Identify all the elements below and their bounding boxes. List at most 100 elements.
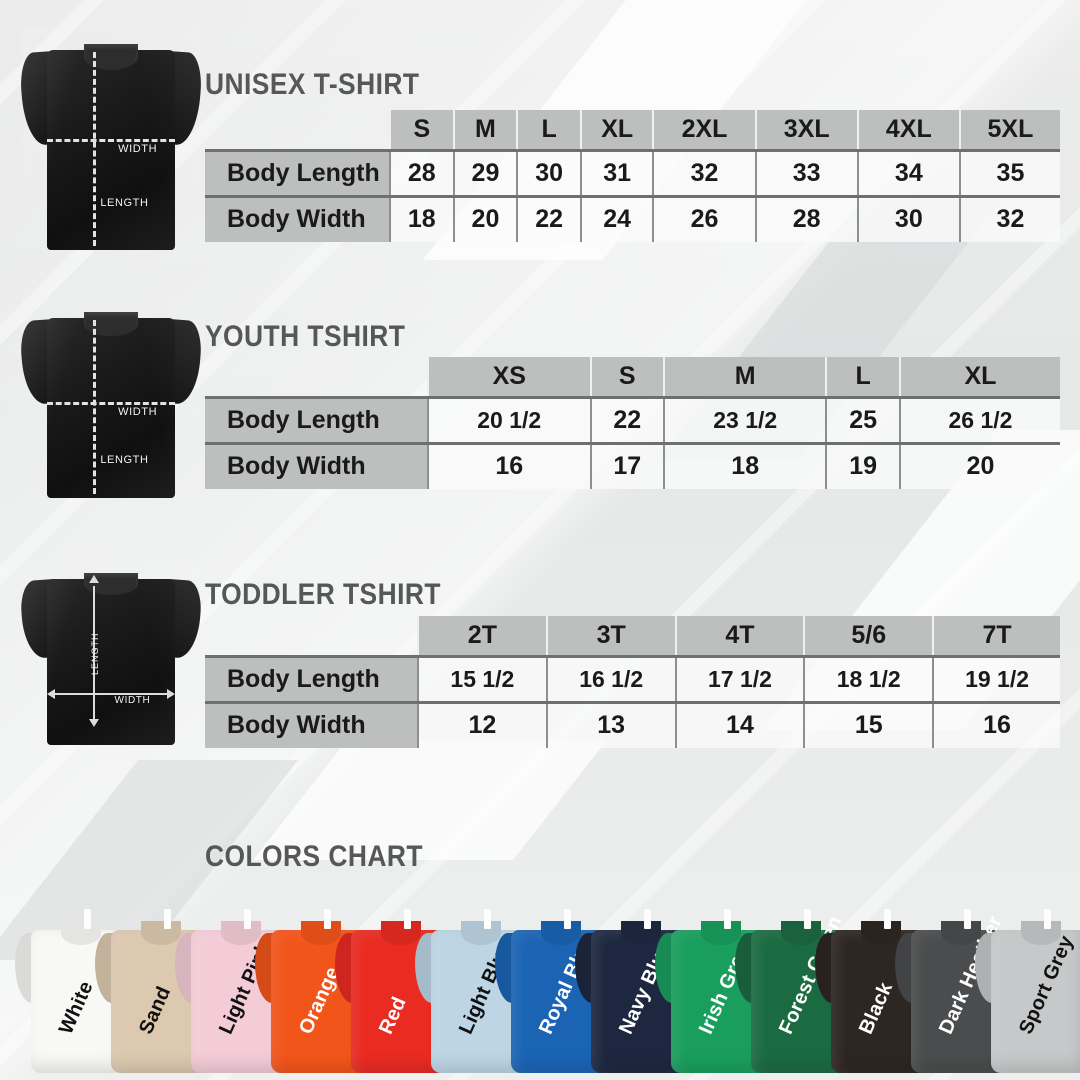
swatch-collar <box>60 920 102 946</box>
column-header: 3XL <box>754 110 858 152</box>
row-label: Body Width <box>205 443 428 489</box>
table-header-row: XS S M L XL <box>205 357 1060 399</box>
swatch-collar <box>700 920 742 946</box>
column-header: 3T <box>545 616 676 658</box>
row-label: Body Length <box>205 150 390 198</box>
table-cell: 32 <box>652 150 756 198</box>
table-cell: 19 <box>825 443 900 489</box>
table-row: Body Width 18 20 22 24 26 28 30 32 <box>205 196 1060 242</box>
width-arrow-cap-left <box>46 689 55 700</box>
youth-size-table: XS S M L XL Body Length 20 1/2 22 23 1/2 25 26 1/2… <box>205 357 1060 489</box>
width-guide-label: WIDTH <box>114 695 151 707</box>
swatch-collar <box>940 920 982 946</box>
length-guide-label: LENGTH <box>89 632 100 675</box>
table-cell: 23 1/2 <box>662 397 827 445</box>
table-row: Body Length 15 1/2 16 1/2 17 1/2 18 1/2 19 1/… <box>205 656 1060 704</box>
table-cell: 31 <box>579 150 654 198</box>
table-cell: 28 <box>389 150 454 198</box>
table-cell: 22 <box>516 196 581 242</box>
table-cell: 28 <box>754 196 858 242</box>
table-cell: 18 1/2 <box>803 656 934 704</box>
swatch-neck-tag <box>643 908 651 929</box>
column-header: 2T <box>417 616 547 658</box>
swatch-collar <box>620 920 662 946</box>
table-cell: 16 <box>427 443 591 489</box>
swatch-collar <box>380 920 422 946</box>
table-cell: 13 <box>545 702 676 748</box>
color-swatch[interactable]: Sport Grey <box>975 905 1080 1080</box>
table-cell: 19 1/2 <box>932 656 1060 704</box>
section-title-toddler: TODDLER TSHIRT <box>205 578 441 611</box>
table-cell: 32 <box>958 196 1060 242</box>
shirt-body <box>46 318 176 498</box>
table-cell: 35 <box>958 150 1060 198</box>
table-cell: 26 1/2 <box>898 397 1060 445</box>
table-header-row: S M L XL 2XL 3XL 4XL 5XL <box>205 110 1060 152</box>
length-guide-line <box>93 320 97 494</box>
table-cell: 18 <box>662 443 827 489</box>
width-guide-line <box>46 139 176 142</box>
table-cell: 30 <box>856 196 960 242</box>
table-row: Body Length 28 29 30 31 32 33 34 35 <box>205 150 1060 198</box>
column-header: L <box>516 110 581 152</box>
swatch-neck-tag <box>963 908 971 929</box>
length-guide-label: LENGTH <box>100 196 149 209</box>
table-cell: 33 <box>754 150 858 198</box>
swatch-neck-tag <box>723 908 731 929</box>
swatch-collar <box>220 920 262 946</box>
table-cell: 25 <box>825 397 900 445</box>
row-label: Body Length <box>205 656 418 704</box>
unisex-size-table: S M L XL 2XL 3XL 4XL 5XL Body Length 28 29 30 31 32 33… <box>205 110 1060 242</box>
swatch-neck-tag <box>163 908 171 929</box>
table-row: Body Length 20 1/2 22 23 1/2 25 26 1/2 <box>205 397 1060 445</box>
table-cell: 26 <box>652 196 756 242</box>
table-cell: 22 <box>589 397 664 445</box>
swatch-neck-tag <box>1043 908 1051 929</box>
row-label: Body Width <box>205 196 390 242</box>
table-cell: 14 <box>674 702 805 748</box>
table-cell: 12 <box>417 702 547 748</box>
swatch-neck-tag <box>883 908 891 929</box>
column-header: S <box>589 357 664 399</box>
shirt-body <box>46 50 176 250</box>
table-corner-cell <box>205 616 418 658</box>
table-row: Body Width 12 13 14 15 16 <box>205 702 1060 748</box>
column-header: 5/6 <box>803 616 934 658</box>
swatch-neck-tag <box>243 908 251 929</box>
column-header: XS <box>427 357 591 399</box>
width-guide-line <box>46 402 176 405</box>
length-guide-label: LENGTH <box>100 454 149 466</box>
column-header: 4T <box>674 616 805 658</box>
table-cell: 16 <box>932 702 1060 748</box>
swatch-neck-tag <box>323 908 331 929</box>
table-header-row: 2T 3T 4T 5/6 7T <box>205 616 1060 658</box>
youth-shirt-illustration: WIDTH LENGTH <box>19 298 203 498</box>
table-cell: 34 <box>856 150 960 198</box>
column-header: 4XL <box>856 110 960 152</box>
length-guide-line <box>93 52 97 246</box>
table-cell: 16 1/2 <box>545 656 676 704</box>
table-cell: 17 1/2 <box>674 656 805 704</box>
swatch-collar <box>780 920 822 946</box>
column-header: M <box>662 357 827 399</box>
unisex-shirt-illustration: WIDTH LENGTH <box>18 28 204 250</box>
swatch-neck-tag <box>803 908 811 929</box>
toddler-shirt-illustration: LENGTH WIDTH <box>19 560 203 745</box>
column-header: L <box>825 357 900 399</box>
swatch-collar <box>540 920 582 946</box>
column-header: XL <box>898 357 1060 399</box>
width-arrow-line <box>54 693 168 696</box>
column-header: 5XL <box>958 110 1060 152</box>
length-arrow-cap-bottom <box>89 719 100 728</box>
swatch-collar <box>460 920 502 946</box>
table-corner-cell <box>205 357 428 399</box>
column-header: 2XL <box>652 110 756 152</box>
table-cell: 20 <box>898 443 1060 489</box>
table-cell: 29 <box>452 150 518 198</box>
section-title-unisex: UNISEX T-SHIRT <box>205 68 420 101</box>
width-guide-label: WIDTH <box>118 143 158 156</box>
column-header: M <box>452 110 518 152</box>
toddler-size-table: 2T 3T 4T 5/6 7T Body Length 15 1/2 16 1/2 17 1/2… <box>205 616 1060 748</box>
table-cell: 20 <box>452 196 518 242</box>
